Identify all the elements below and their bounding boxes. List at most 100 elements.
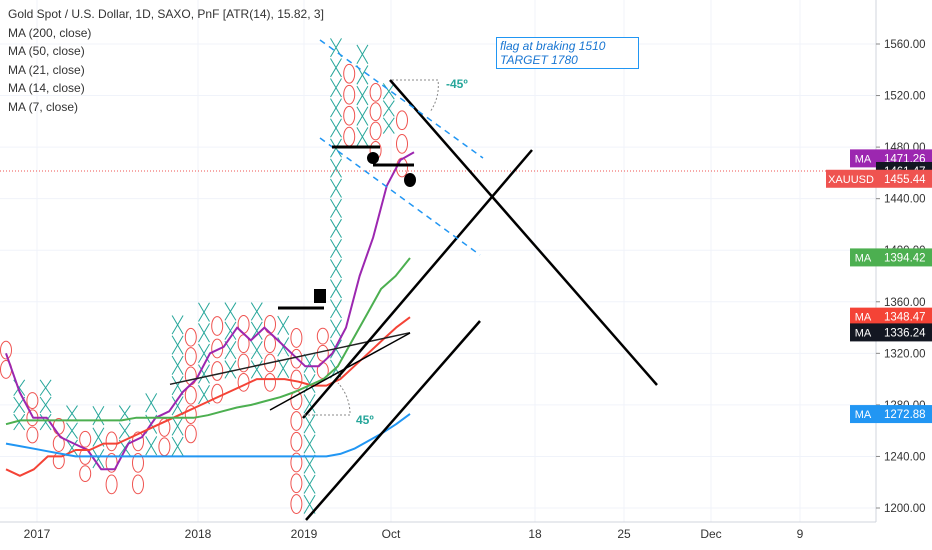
ma50-legend[interactable]: MA (50, close)	[8, 44, 85, 58]
pnf-x-box	[330, 319, 342, 339]
pnf-x-box	[303, 474, 316, 494]
pnf-o-box	[132, 453, 144, 473]
pnf-x-box	[303, 414, 316, 434]
price-label-name: MA	[855, 312, 872, 324]
pnf-x-box	[303, 434, 316, 454]
ma14-legend[interactable]: MA (14, close)	[8, 81, 85, 95]
price-axis: 1560.001520.001480.001440.001400.001360.…	[826, 0, 932, 522]
pnf-x-box	[356, 127, 369, 147]
price-label-box	[876, 307, 932, 326]
pnf-x-box	[250, 340, 263, 360]
pnf-o-box	[396, 157, 408, 178]
angle-label-lower: 45º	[356, 413, 374, 427]
flag-note[interactable]: flag at braking 1510 TARGET 1780	[496, 37, 639, 69]
price-label-tag	[850, 405, 876, 424]
pnf-x-box	[145, 393, 158, 413]
pnf-x-box	[382, 117, 395, 134]
pnf-x-box	[330, 158, 342, 178]
pnf-x-box	[356, 44, 369, 64]
pnf-o-box	[343, 105, 356, 126]
pnf-x-box	[330, 239, 342, 259]
time-tick-label: Dec	[700, 527, 721, 541]
price-label-value: 1455.44	[884, 174, 926, 186]
pnf-o-box	[290, 473, 303, 494]
price-tick-label: 1200.00	[884, 503, 926, 515]
pnf-x-box	[330, 78, 342, 98]
price-label-tag	[850, 323, 876, 342]
pnf-o-box	[211, 338, 224, 359]
ma200-line	[5, 413, 411, 458]
pnf-x-box	[330, 279, 342, 299]
pnf-x-box	[330, 58, 342, 78]
pnf-o-box	[184, 385, 197, 405]
pnf-x-box	[171, 335, 184, 355]
price-label-box	[876, 248, 932, 267]
pnf-x-box	[382, 83, 395, 100]
ma200-legend[interactable]: MA (200, close)	[8, 25, 92, 40]
price-label: MA 1272.88	[850, 405, 932, 424]
ma50-extension-line	[269, 332, 411, 411]
pnf-x-box	[171, 315, 184, 335]
price-label: MA 1336.24	[850, 323, 932, 342]
price-label: MA 1394.42	[850, 248, 932, 267]
time-tick-label: 2019	[291, 527, 318, 541]
pnf-o-box	[158, 437, 171, 457]
grid	[0, 0, 876, 522]
chart-legend: Gold Spot / U.S. Dollar, 1D, SAXO, PnF […	[8, 5, 324, 116]
pnf-o-box	[290, 369, 303, 390]
pnf-o-box	[369, 102, 382, 122]
pnf-o-box	[290, 411, 303, 431]
pnf-o-box	[211, 361, 224, 381]
price-tick-label: 1320.00	[884, 348, 926, 360]
pnf-x-box	[303, 394, 316, 414]
ma50-line	[169, 331, 411, 386]
pnf-x-box	[171, 436, 184, 456]
time-tick-label: 2017	[24, 527, 51, 541]
pnf-x-box	[330, 218, 342, 238]
pnf-o-box	[26, 392, 39, 409]
price-label-name: MA	[855, 153, 872, 165]
price-tick-label: 1560.00	[884, 39, 926, 51]
ma7-legend[interactable]: MA (7, close)	[8, 99, 79, 114]
price-label-name: MA	[855, 327, 872, 339]
time-axis: 2017 2018 2019 Oct 18 25 Dec 9	[0, 521, 876, 541]
time-tick-label: 2018	[185, 527, 212, 541]
flag-channel-lower	[319, 137, 481, 256]
pnf-x-box	[250, 321, 263, 340]
pnf-o-box	[264, 372, 276, 392]
pnf-o-box	[211, 383, 224, 404]
pnf-x-box	[250, 302, 263, 321]
pnf-o-box	[264, 334, 276, 354]
pnf-x-box	[66, 422, 78, 439]
pnf-x-box	[330, 299, 342, 319]
flag-marker-1	[367, 152, 379, 164]
price-label-value: 1348.47	[884, 312, 926, 324]
pnf-o-box	[290, 328, 303, 348]
pnf-x-box	[330, 259, 342, 279]
price-label-name: MA	[855, 409, 872, 421]
down-trend-line	[389, 79, 658, 386]
pnf-o-box	[184, 327, 197, 347]
pnf-x-box	[13, 413, 26, 431]
price-tick-label: 1520.00	[884, 91, 926, 103]
pnf-o-box	[396, 110, 408, 131]
pnf-x-box	[198, 302, 210, 322]
price-label-tag	[850, 248, 876, 267]
pnf-x-box	[224, 360, 237, 379]
pnf-x-box	[356, 85, 369, 106]
pnf-o-box	[290, 452, 303, 473]
pnf-o-box	[369, 121, 382, 141]
ma21-line	[5, 257, 411, 426]
price-label-name: MA	[855, 252, 872, 264]
pnf-x-box	[171, 375, 184, 396]
breakout-marker	[314, 289, 326, 303]
pnf-x-box	[330, 118, 342, 138]
pnf-x-box	[330, 178, 342, 198]
time-tick-label: 9	[797, 527, 804, 541]
ma21-legend[interactable]: MA (21, close)	[8, 62, 85, 77]
pnf-x-box	[92, 448, 105, 469]
pnf-o-box	[0, 340, 12, 360]
pnf-o-box	[184, 424, 197, 444]
